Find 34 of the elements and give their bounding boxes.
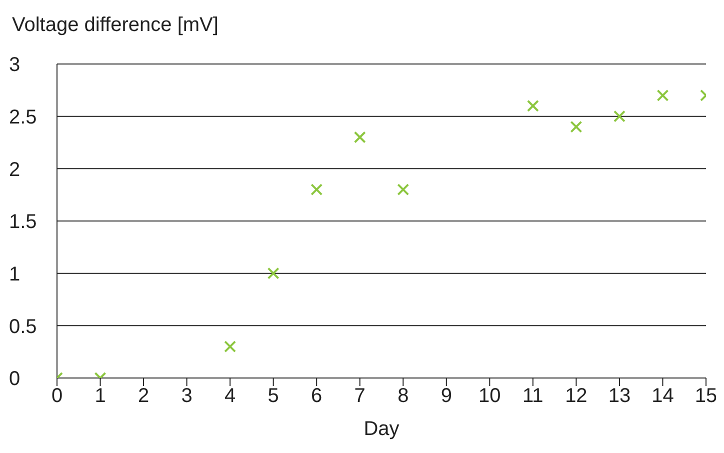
- y-tick-label: 1: [9, 263, 20, 286]
- x-tick-label: 1: [94, 385, 106, 408]
- x-tick-label: 3: [181, 385, 192, 408]
- point: [526, 100, 539, 112]
- point: [613, 110, 626, 122]
- y-tick-label: 0.5: [9, 316, 37, 338]
- y-axis-title: Voltage difference [mV]: [12, 14, 218, 37]
- x-tick-label: 7: [354, 385, 366, 408]
- point: [397, 184, 410, 196]
- x-tick-label: 5: [268, 385, 279, 408]
- y-tick-label: 2: [9, 158, 20, 181]
- point: [267, 267, 280, 280]
- x-tick-label: 14: [652, 385, 674, 408]
- y-tick-label: 2.5: [9, 106, 37, 128]
- x-tick-label: 2: [138, 385, 150, 408]
- x-tick-label: 4: [224, 385, 236, 408]
- y-tick-label: 0: [9, 368, 20, 390]
- point: [656, 89, 669, 102]
- x-tick-label: 0: [51, 385, 63, 408]
- x-tick-label: 15: [694, 385, 718, 408]
- x-tick-label: 8: [398, 385, 409, 408]
- x-tick-label: 6: [311, 385, 322, 408]
- y-tick-label: 1.5: [9, 211, 37, 234]
- x-tick-label: 9: [440, 385, 452, 408]
- x-tick-label: 12: [565, 385, 588, 408]
- x-tick-label: 13: [608, 385, 631, 408]
- point: [354, 131, 366, 144]
- x-axis-title: Day: [364, 418, 400, 440]
- x-tick-label: 10: [478, 385, 501, 408]
- y-tick-label: 3: [9, 54, 20, 76]
- point: [570, 120, 582, 133]
- point: [310, 184, 323, 196]
- point: [224, 340, 236, 353]
- x-tick-label: 11: [522, 385, 544, 408]
